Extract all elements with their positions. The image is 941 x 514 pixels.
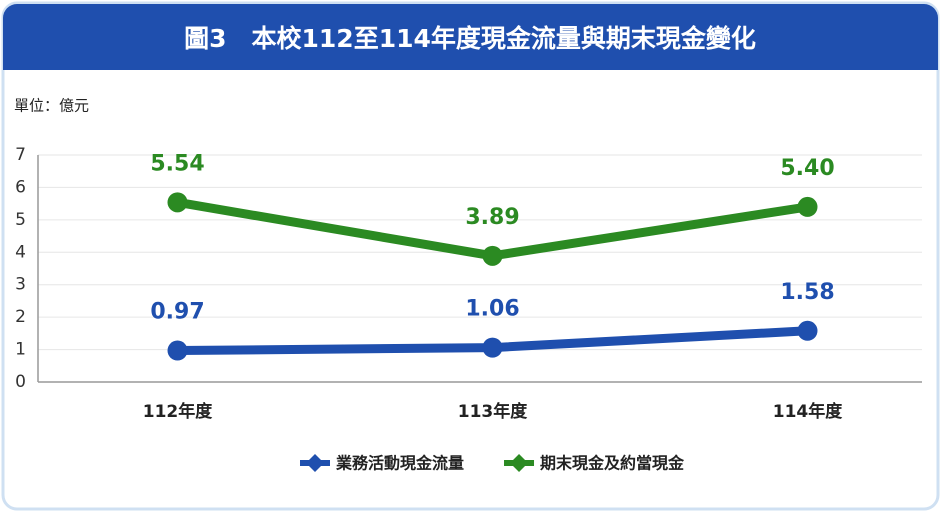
y-tick-label: 2 [15,307,26,327]
y-tick-label: 3 [15,275,26,295]
data-label: 5.54 [150,151,204,176]
y-tick-label: 5 [15,210,26,230]
data-label: 1.06 [465,297,519,322]
y-tick-label: 6 [15,177,26,197]
data-label: 1.58 [780,280,834,305]
y-tick-label: 4 [15,242,26,262]
data-point [482,245,503,266]
data-label: 3.89 [465,205,519,230]
data-label: 5.40 [780,156,834,181]
x-tick-label: 112年度 [143,401,213,422]
chart-title: 圖3 本校112至114年度現金流量與期末現金變化 [184,24,756,53]
legend-marker [510,454,529,472]
data-point [482,337,503,358]
data-point [797,196,818,217]
x-tick-label: 114年度 [773,401,843,422]
legend-label: 期末現金及約當現金 [540,454,685,473]
data-point [167,192,188,213]
data-point [167,340,188,361]
y-tick-label: 0 [15,372,26,392]
data-label: 0.97 [150,300,204,325]
legend-label: 業務活動現金流量 [335,454,464,473]
x-tick-label: 113年度 [458,401,528,422]
data-point [797,320,818,341]
y-tick-label: 7 [15,145,26,165]
legend-marker [306,454,324,472]
y-tick-label: 1 [15,340,26,360]
unit-label: 單位：億元 [14,97,89,115]
title-bar [3,4,938,70]
